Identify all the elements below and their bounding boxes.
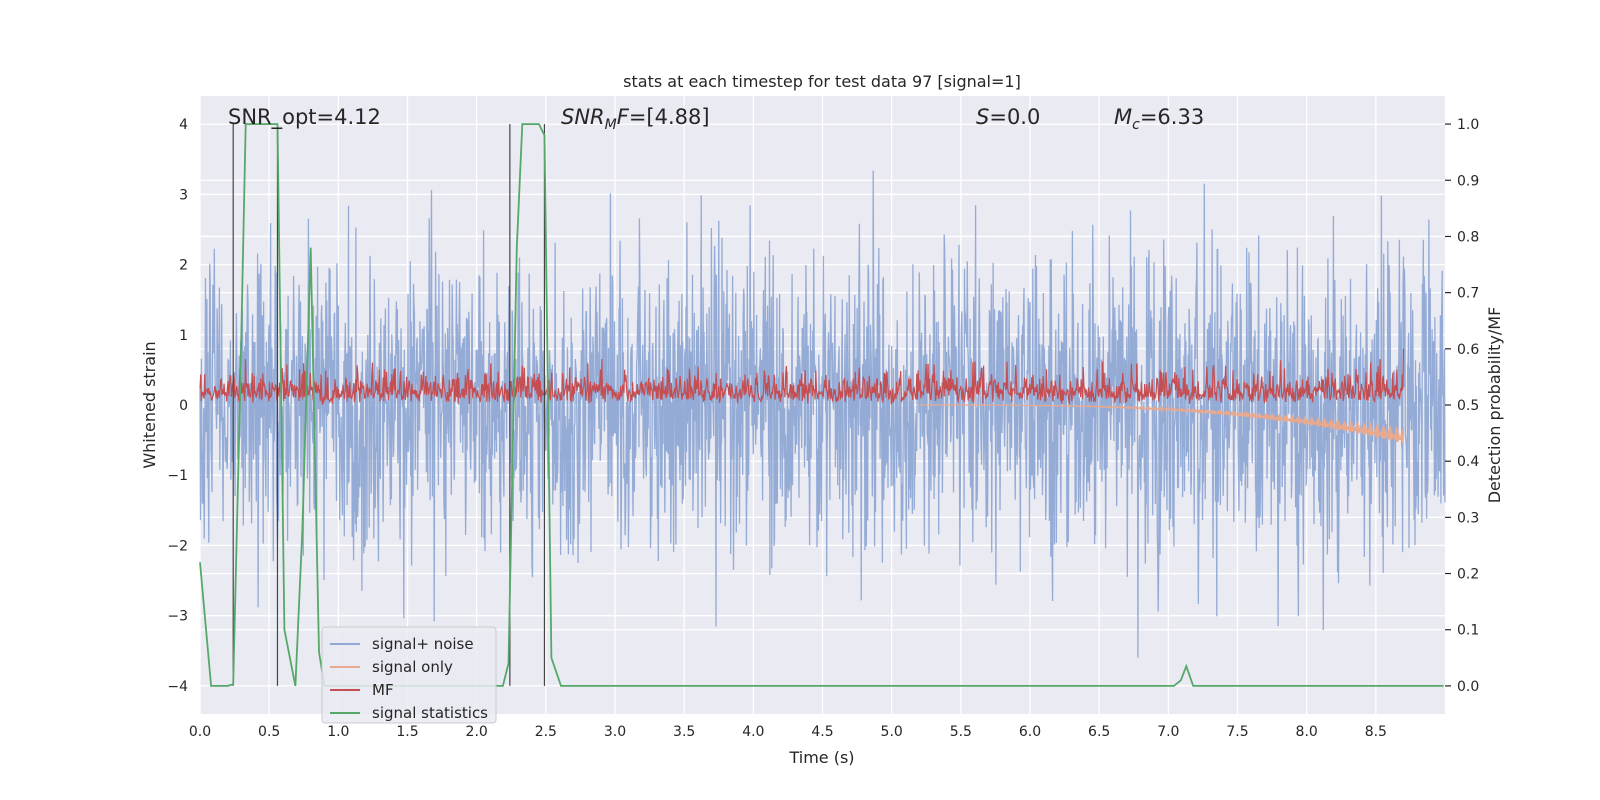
y-right-tick-label: 0.8 bbox=[1457, 229, 1479, 245]
x-tick-label: 3.0 bbox=[604, 724, 626, 740]
y-left-axis-title: Whitened strain bbox=[140, 341, 159, 468]
y-right-tick-label: 0.6 bbox=[1457, 342, 1479, 358]
x-tick-label: 2.0 bbox=[466, 724, 488, 740]
legend-label: signal only bbox=[372, 658, 453, 676]
y-right-tick-label: 0.2 bbox=[1457, 567, 1479, 583]
legend-box bbox=[321, 626, 497, 724]
legend-label: signal statistics bbox=[372, 704, 488, 722]
x-tick-label: 6.5 bbox=[1088, 724, 1110, 740]
mc-label: M bbox=[1114, 105, 1132, 129]
y-right-tick-label: 0.3 bbox=[1457, 510, 1479, 526]
x-tick-label: 6.0 bbox=[1019, 724, 1041, 740]
y-left-tick-label: −1 bbox=[167, 468, 188, 484]
y-left-tick-label: 4 bbox=[179, 117, 188, 133]
x-tick-label: 3.5 bbox=[673, 724, 695, 740]
signal-noise-line bbox=[199, 170, 1446, 658]
y-left-tick-label: 3 bbox=[179, 187, 188, 203]
legend-label: signal+ noise bbox=[372, 635, 474, 653]
y-left-tick-label: −3 bbox=[167, 609, 188, 625]
snr-mf-main: SNR bbox=[561, 105, 605, 129]
y-left-tick-label: −2 bbox=[167, 538, 188, 554]
snr-mf-sub: M bbox=[605, 117, 617, 133]
y-left-tick-label: 2 bbox=[179, 258, 188, 274]
y-right-tick-label: 1.0 bbox=[1457, 117, 1479, 133]
snr-opt-annotation: SNR_opt=4.12 bbox=[228, 105, 381, 130]
y-right-tick-label: 0.4 bbox=[1457, 454, 1479, 470]
snr-mf-rest: =[4.88] bbox=[629, 105, 710, 129]
y-right-axis-title: Detection probability/MF bbox=[1485, 307, 1504, 504]
mc-value: =6.33 bbox=[1140, 105, 1204, 129]
s-label: S bbox=[976, 105, 989, 129]
x-axis-ticks: 0.0 0.5 1.0 1.5 2.0 2.5 3.0 3.5 4.0 4.5 5.0 5.5 6.0 6… bbox=[189, 724, 1387, 740]
x-tick-label: 5.0 bbox=[881, 724, 903, 740]
x-axis-title: Time (s) bbox=[788, 748, 854, 767]
mc-annotation: Mc=6.33 bbox=[1114, 105, 1204, 133]
y-right-tick-label: 0.9 bbox=[1457, 173, 1479, 189]
y-right-axis-ticks: 0.0 0.1 0.2 0.3 0.4 0.5 0.6 0.7 0.8 0.9 1.0 bbox=[1445, 117, 1479, 695]
legend-label: MF bbox=[372, 681, 394, 699]
x-tick-label: 8.5 bbox=[1365, 724, 1387, 740]
x-tick-label: 1.0 bbox=[327, 724, 349, 740]
signal-noise-series bbox=[199, 170, 1446, 658]
signal-only-line bbox=[919, 404, 1405, 444]
s-annotation: S=0.0 bbox=[976, 105, 1040, 129]
snr-mf-annotation: SNRMF=[4.88] bbox=[561, 105, 710, 133]
mf-line bbox=[199, 348, 1405, 405]
y-right-tick-label: 0.1 bbox=[1457, 623, 1479, 639]
y-left-axis-ticks: −4 −3 −2 −1 0 1 2 3 4 bbox=[167, 117, 188, 695]
x-tick-label: 8.0 bbox=[1296, 724, 1318, 740]
y-right-tick-label: 0.5 bbox=[1457, 398, 1479, 414]
x-tick-label: 0.5 bbox=[258, 724, 280, 740]
x-tick-label: 1.5 bbox=[396, 724, 418, 740]
chart-title: stats at each timestep for test data 97 … bbox=[623, 72, 1021, 91]
y-right-tick-label: 0.7 bbox=[1457, 286, 1479, 302]
y-left-tick-label: −4 bbox=[167, 679, 188, 695]
snr-mf-rest-italic: F bbox=[617, 105, 630, 129]
x-tick-label: 4.5 bbox=[811, 724, 833, 740]
x-tick-label: 2.5 bbox=[535, 724, 557, 740]
x-tick-label: 5.5 bbox=[950, 724, 972, 740]
mf-series bbox=[199, 348, 1405, 405]
x-tick-label: 7.5 bbox=[1226, 724, 1248, 740]
mc-sub: c bbox=[1132, 117, 1140, 133]
y-right-tick-label: 0.0 bbox=[1457, 679, 1479, 695]
signal-only-series bbox=[919, 404, 1405, 444]
x-tick-label: 0.0 bbox=[189, 724, 211, 740]
x-tick-label: 7.0 bbox=[1157, 724, 1179, 740]
legend: signal+ noise signal only MF signal statist… bbox=[321, 626, 497, 724]
y-left-tick-label: 0 bbox=[179, 398, 188, 414]
s-value: =0.0 bbox=[989, 105, 1040, 129]
x-tick-label: 4.0 bbox=[742, 724, 764, 740]
y-left-tick-label: 1 bbox=[179, 328, 188, 344]
